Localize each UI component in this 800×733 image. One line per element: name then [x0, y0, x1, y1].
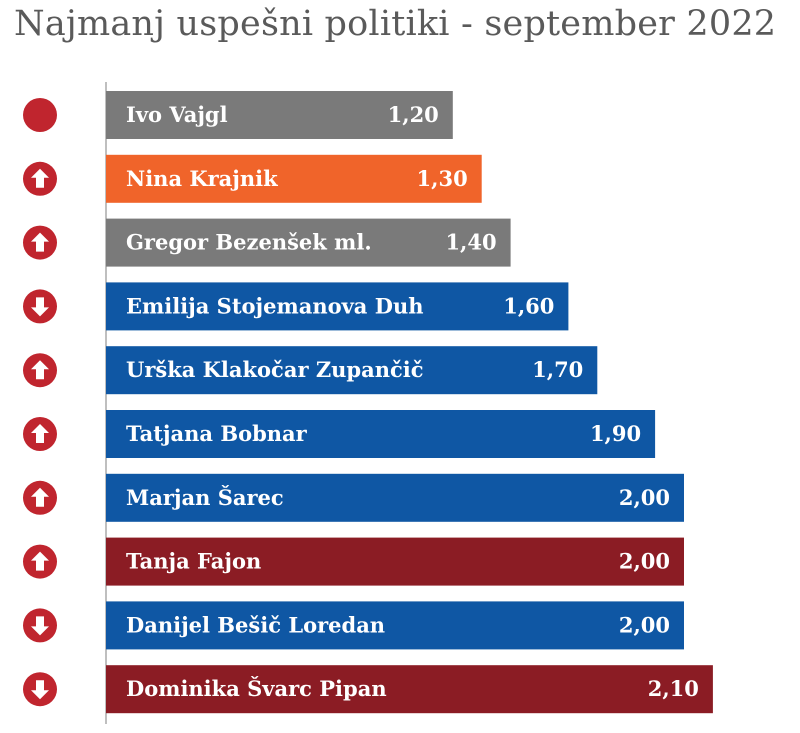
bar-label: Tanja Fajon: [126, 549, 261, 574]
bar: [106, 218, 511, 267]
arrow-down-icon: [23, 608, 57, 643]
arrow-up-icon: [23, 225, 57, 260]
arrow-up-icon: [23, 480, 57, 515]
bar-label: Urška Klakočar Zupančič: [126, 357, 424, 382]
dot-icon: [23, 98, 57, 132]
bar-value: 1,70: [532, 357, 583, 382]
arrow-up-icon: [23, 417, 57, 451]
bar-value: 2,10: [648, 676, 699, 701]
bar-label: Marjan Šarec: [126, 485, 284, 510]
arrow-down-icon: [23, 289, 57, 324]
bar-value: 2,00: [619, 612, 670, 637]
bar: [106, 537, 684, 586]
chart-title: Najmanj uspešni politiki - september 202…: [14, 4, 777, 44]
bar: [106, 91, 453, 139]
bar-value: 2,00: [619, 485, 670, 510]
bar-label: Ivo Vajgl: [126, 102, 228, 127]
bar-value: 1,20: [388, 102, 439, 127]
bar: [106, 410, 656, 458]
bar-value: 1,30: [417, 166, 468, 191]
bar-value: 1,40: [445, 230, 496, 255]
bar-value: 1,90: [590, 421, 641, 446]
bar: [106, 665, 713, 714]
arrow-up-icon: [23, 544, 57, 579]
bar-label: Emilija Stojemanova Duh: [126, 293, 423, 318]
bar-label: Danijel Bešič Loredan: [126, 612, 385, 637]
arrow-down-icon: [23, 672, 57, 707]
bar: [106, 282, 569, 331]
arrow-up-icon: [23, 161, 57, 196]
bar: [106, 473, 684, 522]
bar: [106, 346, 598, 395]
bar-value: 1,60: [503, 293, 554, 318]
bar-label: Tatjana Bobnar: [126, 421, 308, 446]
arrow-up-icon: [23, 353, 57, 388]
bar: [106, 154, 482, 203]
bar-label: Nina Krajnik: [126, 166, 278, 191]
bar-label: Dominika Švarc Pipan: [126, 676, 387, 701]
bar-value: 2,00: [619, 549, 670, 574]
bar: [106, 601, 684, 650]
bar-label: Gregor Bezenšek ml.: [126, 230, 372, 255]
